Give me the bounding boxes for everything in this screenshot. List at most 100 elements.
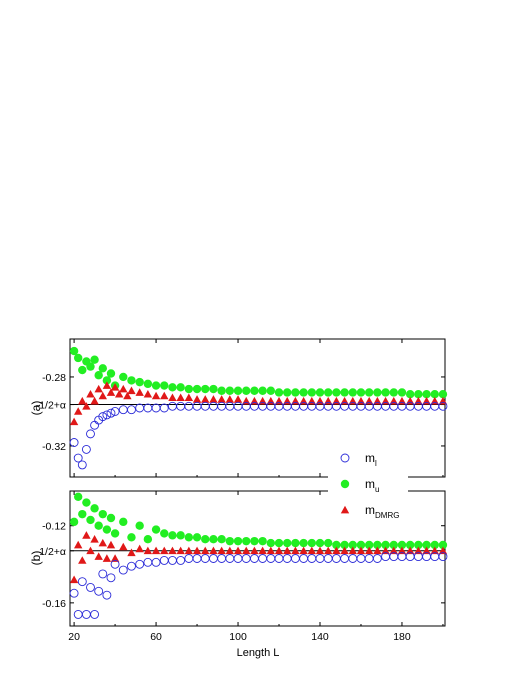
data-point-mu [160,529,169,538]
data-point-ml [249,554,259,563]
data-point-mu [233,536,243,546]
data-point-mu [266,538,276,548]
data-point-mdmrg [114,390,124,398]
data-point-ml [274,554,284,563]
data-point-mdmrg [258,546,267,555]
data-point-mdmrg [119,384,128,393]
data-point-mdmrg [86,546,95,555]
data-point-mdmrg [135,388,144,396]
data-point-mdmrg [176,546,185,555]
data-point-ml [356,554,366,563]
data-point-mu [90,355,99,364]
data-point-mu [176,531,185,540]
data-point-ml [81,609,91,619]
data-point-ml [106,408,116,418]
data-point-mdmrg [233,395,243,403]
data-point-mdmrg [127,548,136,557]
data-point-ml [176,555,186,565]
data-point-mu [364,388,374,397]
data-point-ml [184,401,194,411]
data-point-mu [73,492,83,501]
data-point-ml [73,609,83,619]
data-point-mu [250,386,259,395]
data-point-mu [168,383,177,392]
panel-label-b: (b) [29,551,43,566]
data-point-mu [151,381,161,390]
data-point-mu [98,364,107,373]
data-point-ml [192,554,202,563]
data-point-mu [184,533,194,542]
data-point-mdmrg [73,407,83,415]
data-point-mu [143,379,153,389]
data-point-ml [135,559,145,569]
data-point-ml [225,401,235,411]
data-point-mdmrg [119,542,128,551]
data-point-mu [389,388,398,397]
data-point-mu [299,538,308,548]
data-point-mdmrg [242,546,251,555]
data-point-ml [94,586,104,596]
data-point-mdmrg [127,386,136,395]
legend-marker-ml [340,453,350,463]
data-point-mdmrg [225,546,235,555]
data-point-ml [118,565,128,575]
data-point-mdmrg [381,546,390,555]
data-point-mu [340,388,349,397]
data-point-mu [78,365,87,375]
data-point-mu [94,521,103,530]
data-point-ml [110,407,120,416]
data-point-ml [200,401,210,411]
data-point-mdmrg [82,531,91,539]
data-point-ml [282,554,292,563]
data-point-ml [143,557,153,567]
data-point-mdmrg [123,391,132,400]
data-point-mu [151,525,161,534]
data-point-mdmrg [69,417,79,426]
data-point-mdmrg [78,396,87,405]
plot-frame-a [69,338,446,478]
data-point-mu [209,535,218,544]
data-point-mu [283,388,292,397]
data-point-mu [381,540,390,550]
data-point-mdmrg [356,546,366,555]
panel-label-a: (a) [29,401,43,416]
data-point-ml [90,420,100,430]
data-point-mdmrg [348,546,357,555]
data-point-mdmrg [143,390,153,398]
data-point-mu [242,536,251,546]
data-point-ml [127,405,136,415]
data-point-mu [315,388,325,397]
x-axis-label: Length L [237,647,280,659]
data-point-mu [422,390,431,399]
data-point-ml [86,429,95,439]
data-point-mu [307,388,317,397]
data-point-mu [258,536,267,546]
legend-marker-mdmrg [340,505,350,514]
data-point-mu [143,535,153,544]
data-point-mu [274,538,284,548]
data-point-ml [340,554,350,563]
data-point-mu [127,376,136,385]
data-point-mdmrg [291,546,300,555]
data-point-mdmrg [225,395,235,403]
data-point-mu [348,388,357,397]
legend: ml mu mDMRG [328,443,408,523]
data-point-ml [168,555,177,565]
data-point-ml [192,401,202,411]
data-point-mdmrg [184,546,194,555]
legend-label-ml: ml [365,451,377,468]
data-point-mdmrg [94,552,103,560]
data-point-mdmrg [217,395,226,403]
data-point-mdmrg [106,388,116,396]
data-point-mu [356,388,366,397]
data-points-b [69,492,448,619]
data-point-mu [274,388,284,397]
data-point-ml [241,554,251,563]
data-point-mu [283,538,292,548]
data-point-ml [110,559,120,569]
data-point-mu [127,533,136,542]
data-point-ml [208,554,218,563]
data-point-mu [102,376,112,385]
data-point-ml [118,405,128,415]
data-point-mu [430,390,439,399]
